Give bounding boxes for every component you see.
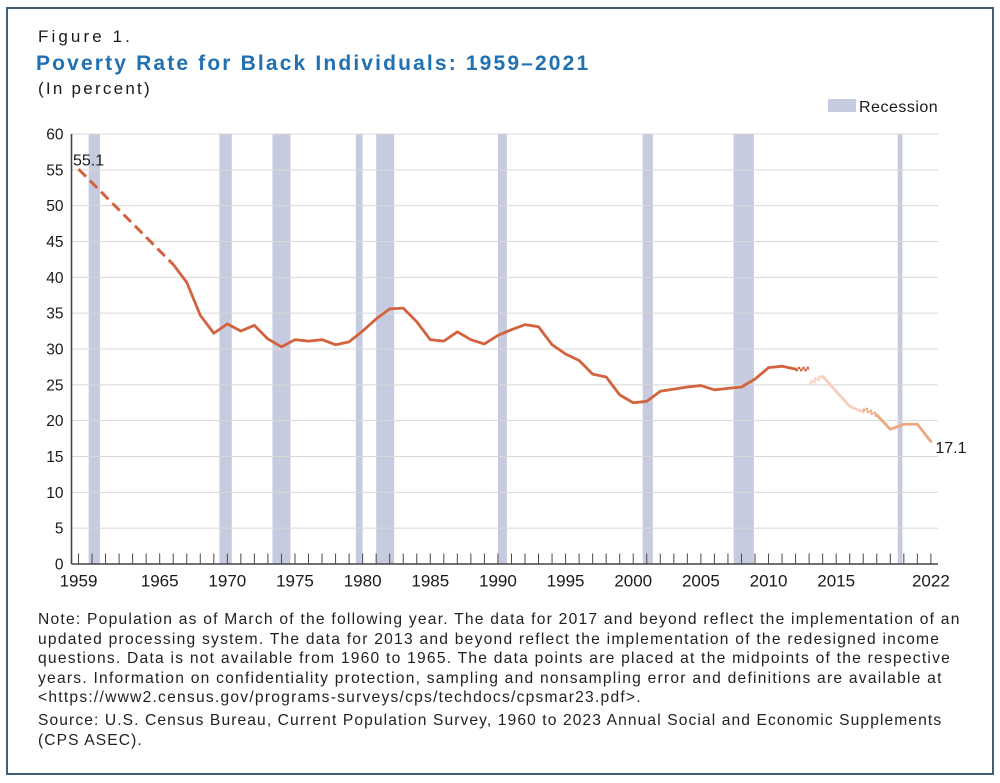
y-tick-label: 10 [46, 485, 64, 502]
x-tick-label: 2005 [682, 572, 720, 591]
y-tick-label: 60 [46, 127, 64, 144]
y-tick-label: 35 [46, 306, 63, 323]
x-tick-label: 1965 [141, 572, 179, 591]
y-tick-label: 40 [46, 270, 64, 287]
y-tick-label: 50 [46, 198, 64, 215]
figure-number-label: Figure 1. [38, 26, 133, 46]
y-tick-label: 55 [46, 162, 63, 179]
series-transition-segment [808, 374, 823, 384]
y-tick-label: 0 [55, 557, 64, 574]
x-tick-label: 1990 [479, 572, 517, 591]
x-tick-label: 1995 [547, 572, 585, 591]
x-tick-label: 1970 [208, 572, 246, 591]
source-text: Source: U.S. Census Bureau, Current Popu… [38, 712, 943, 749]
recession-legend-swatch [828, 99, 856, 112]
value-annotation-17.1: 17.1 [935, 440, 966, 457]
chart-unit-label: (In percent) [38, 79, 152, 98]
y-tick-label: 5 [55, 521, 64, 538]
y-tick-label: 15 [46, 449, 63, 466]
value-annotation-55.1: 55.1 [73, 153, 104, 170]
y-tick-label: 45 [46, 234, 63, 251]
series-official-1966-2013 [171, 263, 797, 405]
note-text: Note: Population as of March of the foll… [38, 611, 961, 707]
x-tick-label: 1975 [276, 572, 314, 591]
y-tick-label: 25 [46, 377, 63, 394]
series-updated-processing-system-2017-2022 [875, 413, 933, 443]
x-tick-label: 2015 [817, 572, 855, 591]
recession-legend-label: Recession [859, 99, 939, 116]
y-tick-label: 20 [46, 413, 64, 430]
series-transition-segment [863, 406, 878, 416]
figure-border [6, 7, 994, 775]
chart-title: Poverty Rate for Black Individuals: 1959… [36, 52, 591, 75]
x-tick-label: 2010 [750, 572, 788, 591]
x-tick-label: 1980 [344, 572, 382, 591]
x-tick-label: 1959 [60, 572, 98, 591]
x-tick-label: 2000 [614, 572, 652, 591]
x-tick-label: 1985 [411, 572, 449, 591]
series-redesigned-income-questions-2013-2017 [821, 374, 865, 414]
y-tick-label: 30 [46, 342, 64, 359]
x-tick-label: 2022 [912, 572, 950, 591]
series-dashed-interpolated-1959-1966 [77, 168, 175, 266]
